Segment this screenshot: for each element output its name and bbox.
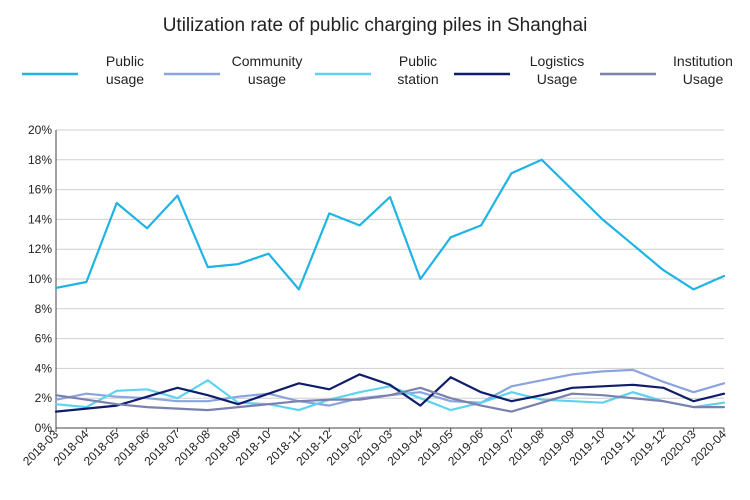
y-tick-label: 0% (35, 421, 53, 435)
y-tick-label: 12% (28, 242, 52, 256)
y-tick-label: 6% (35, 332, 53, 346)
legend-label-public-usage: Public usage (106, 53, 144, 87)
y-tick-label: 4% (35, 361, 53, 375)
series-line-public-usage (54, 158, 726, 291)
y-tick-label: 10% (28, 272, 52, 286)
legend-label-logistics-usage: Logistics Usage (530, 53, 584, 87)
y-tick-label: 20% (28, 123, 52, 137)
legend-label-public-station: Public station (397, 53, 438, 87)
plot-area (54, 158, 726, 413)
y-tick-label: 18% (28, 153, 52, 167)
y-tick-label: 2% (35, 391, 53, 405)
x-axis: 2018-032018-042018-052018-062018-072018-… (20, 427, 729, 468)
legend: Public usage Community usage Public station Lo… (22, 53, 733, 87)
y-tick-label: 16% (28, 183, 52, 197)
legend-label-community-usage: Community usage (232, 53, 303, 87)
y-tick-label: 8% (35, 302, 53, 316)
y-axis: 0% 2% 4% 6% 8% 10% 12% 14% 16% 18% 20% (28, 123, 57, 435)
series-line-institution-usage (54, 386, 726, 413)
series-line-public-station (54, 379, 726, 412)
grid (56, 129, 724, 399)
series-line-logistics-usage (54, 373, 726, 413)
chart-title: Utilization rate of public charging pile… (163, 15, 588, 36)
legend-label-institution-usage: Institution Usage (673, 53, 733, 87)
y-tick-label: 14% (28, 212, 52, 226)
series-line-community-usage (54, 368, 726, 407)
